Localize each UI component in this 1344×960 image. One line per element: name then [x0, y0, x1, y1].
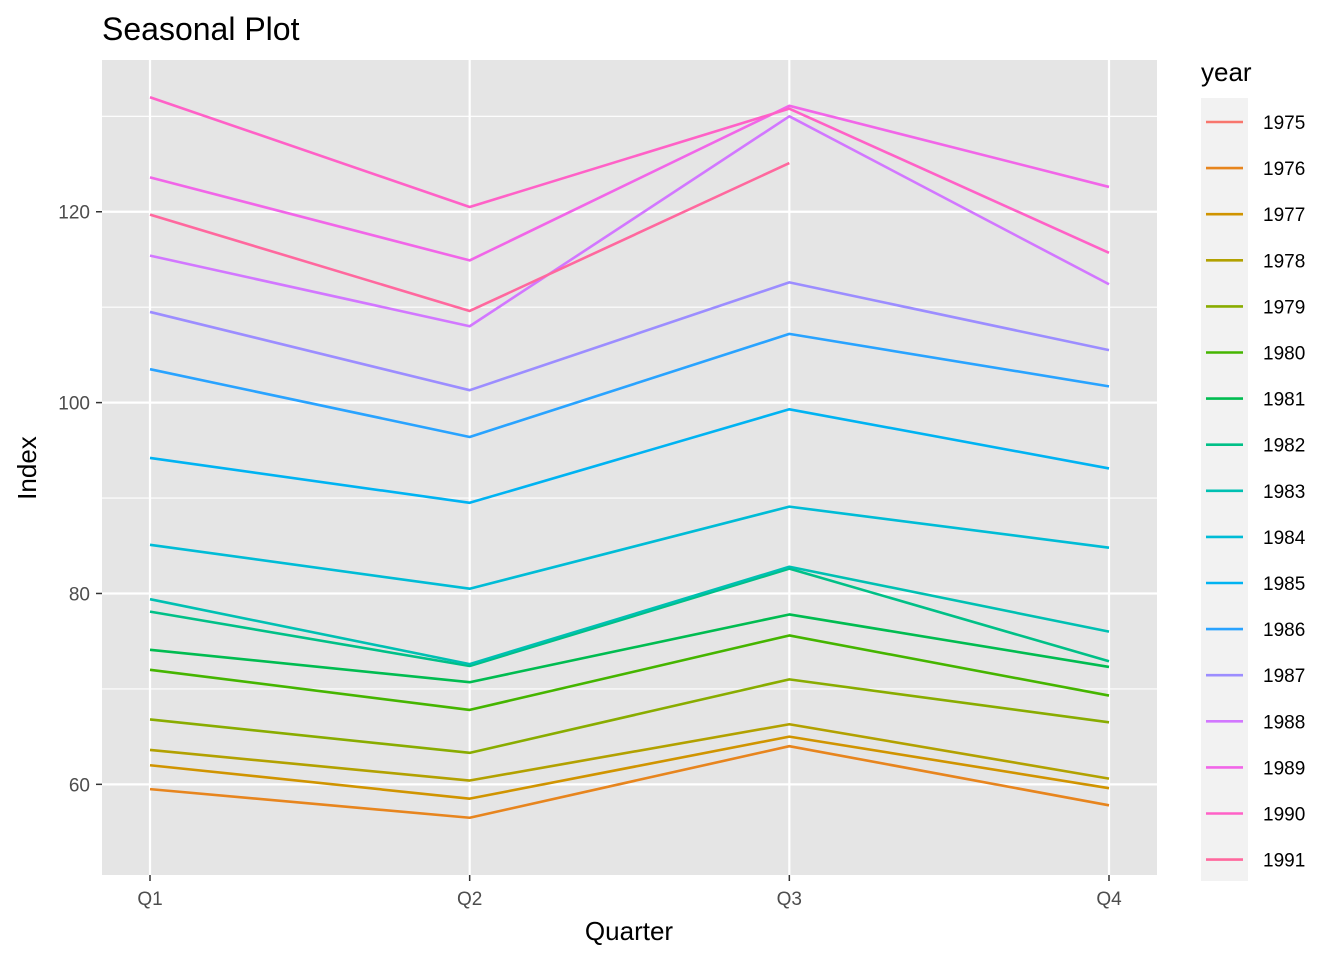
- x-tick-label: Q3: [777, 889, 802, 910]
- x-tick-label: Q1: [137, 889, 162, 910]
- series-line-1978: [149, 722, 1110, 782]
- series-line-1986: [149, 332, 1110, 439]
- legend-label-1985: 1985: [1263, 574, 1305, 595]
- series-line-1981: [149, 613, 1110, 684]
- series-line-1977: [149, 735, 1110, 800]
- legend: year 1975 1976 1977 1978 1979 1980 1981 1982 198…: [1201, 57, 1306, 881]
- legend-label-1989: 1989: [1263, 758, 1305, 779]
- x-axis: Q1 Q2 Q3 Q4: [137, 875, 1122, 910]
- legend-label-1990: 1990: [1263, 805, 1305, 826]
- x-axis-title: Quarter: [585, 916, 673, 946]
- series-line-1987: [149, 281, 1110, 392]
- series-line-1989: [149, 104, 1110, 262]
- series-line-1985: [149, 407, 1110, 505]
- y-tick-label: 80: [69, 584, 90, 605]
- legend-label-1984: 1984: [1263, 528, 1306, 549]
- x-tick-label: Q4: [1096, 889, 1122, 910]
- series-lines: [149, 95, 1110, 820]
- minor-gridlines: [102, 115, 1157, 690]
- legend-label-1983: 1983: [1263, 482, 1305, 503]
- legend-label-1980: 1980: [1263, 344, 1305, 365]
- y-tick-label: 100: [58, 394, 90, 415]
- series-line-1979: [149, 678, 1110, 755]
- series-line-1982: [149, 567, 1110, 668]
- series-line-1980: [149, 634, 1110, 712]
- legend-title: year: [1201, 57, 1252, 87]
- legend-label-1975: 1975: [1263, 113, 1305, 134]
- legend-label-1988: 1988: [1263, 712, 1305, 733]
- series-line-1988: [149, 115, 1110, 328]
- legend-label-1981: 1981: [1263, 390, 1305, 411]
- legend-label-1986: 1986: [1263, 620, 1305, 641]
- y-tick-label: 60: [69, 775, 90, 796]
- legend-label-1978: 1978: [1263, 251, 1305, 272]
- legend-label-1987: 1987: [1263, 666, 1305, 687]
- legend-label-1976: 1976: [1263, 159, 1305, 180]
- series-line-1976: [149, 744, 1110, 820]
- legend-label-1979: 1979: [1263, 297, 1305, 318]
- y-axis-title: Index: [12, 436, 42, 500]
- legend-label-1991: 1991: [1263, 851, 1305, 872]
- y-tick-label: 120: [58, 203, 90, 224]
- legend-label-1982: 1982: [1263, 436, 1305, 457]
- series-line-1983: [149, 565, 1110, 666]
- y-axis: 60 80 100 120: [58, 203, 102, 796]
- x-tick-label: Q2: [457, 889, 482, 910]
- series-line-1990: [149, 95, 1110, 254]
- series-line-1991: [149, 161, 790, 313]
- legend-label-1977: 1977: [1263, 205, 1305, 226]
- chart-title: Seasonal Plot: [102, 11, 300, 47]
- series-line-1984: [149, 505, 1110, 590]
